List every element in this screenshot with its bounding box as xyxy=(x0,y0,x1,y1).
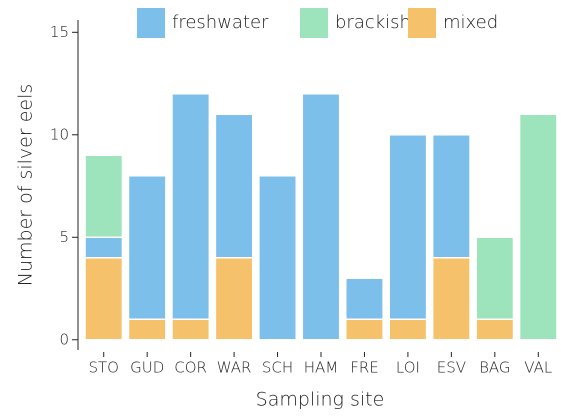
bar-segment xyxy=(214,257,254,341)
bar-segment xyxy=(301,93,341,341)
bar-segment xyxy=(431,134,471,259)
bar-segment xyxy=(388,318,428,341)
legend-swatch xyxy=(408,8,436,38)
x-axis-label: Sampling site xyxy=(256,389,385,411)
y-tick-label: 0 xyxy=(59,330,69,348)
bar-segment xyxy=(127,175,167,321)
bar-segment xyxy=(258,175,297,341)
bar-segment xyxy=(475,318,515,341)
bar-segment xyxy=(345,318,384,341)
bar-segment xyxy=(127,318,167,341)
x-tick-label: ESV xyxy=(437,359,466,377)
legend-label: brackish xyxy=(335,12,411,33)
bar-segment xyxy=(214,113,254,259)
x-tick-label: FRE xyxy=(350,359,379,377)
x-tick-label: LOI xyxy=(396,359,420,377)
x-tick-label: WAR xyxy=(217,359,252,377)
x-tick-label: COR xyxy=(174,359,207,377)
x-tick-label: STO xyxy=(88,359,119,377)
bar-segment xyxy=(84,236,124,259)
bar-segment xyxy=(171,318,211,341)
y-tick-label: 15 xyxy=(50,23,69,41)
legend-label: freshwater xyxy=(172,12,269,33)
bar-segment xyxy=(518,113,558,341)
x-tick-label: SCH xyxy=(262,359,293,377)
legend-swatch xyxy=(137,8,165,38)
bar-segment xyxy=(475,236,515,321)
y-tick-label: 10 xyxy=(50,125,69,143)
legend-swatch xyxy=(300,8,328,38)
bar-segment xyxy=(345,277,384,321)
bar-segment xyxy=(431,257,471,341)
bar-segment xyxy=(84,257,124,341)
x-tick-label: HAM xyxy=(304,359,338,377)
y-axis-label: Number of silver eels xyxy=(15,84,37,287)
y-tick-label: 5 xyxy=(59,228,69,246)
legend-label: mixed xyxy=(443,12,498,33)
x-tick-label: VAL xyxy=(524,359,552,377)
bar-segment xyxy=(171,93,211,321)
x-tick-label: BAG xyxy=(479,359,510,377)
bar-segment xyxy=(84,154,124,239)
bar-segment xyxy=(388,134,428,321)
x-tick-label: GUD xyxy=(130,359,164,377)
